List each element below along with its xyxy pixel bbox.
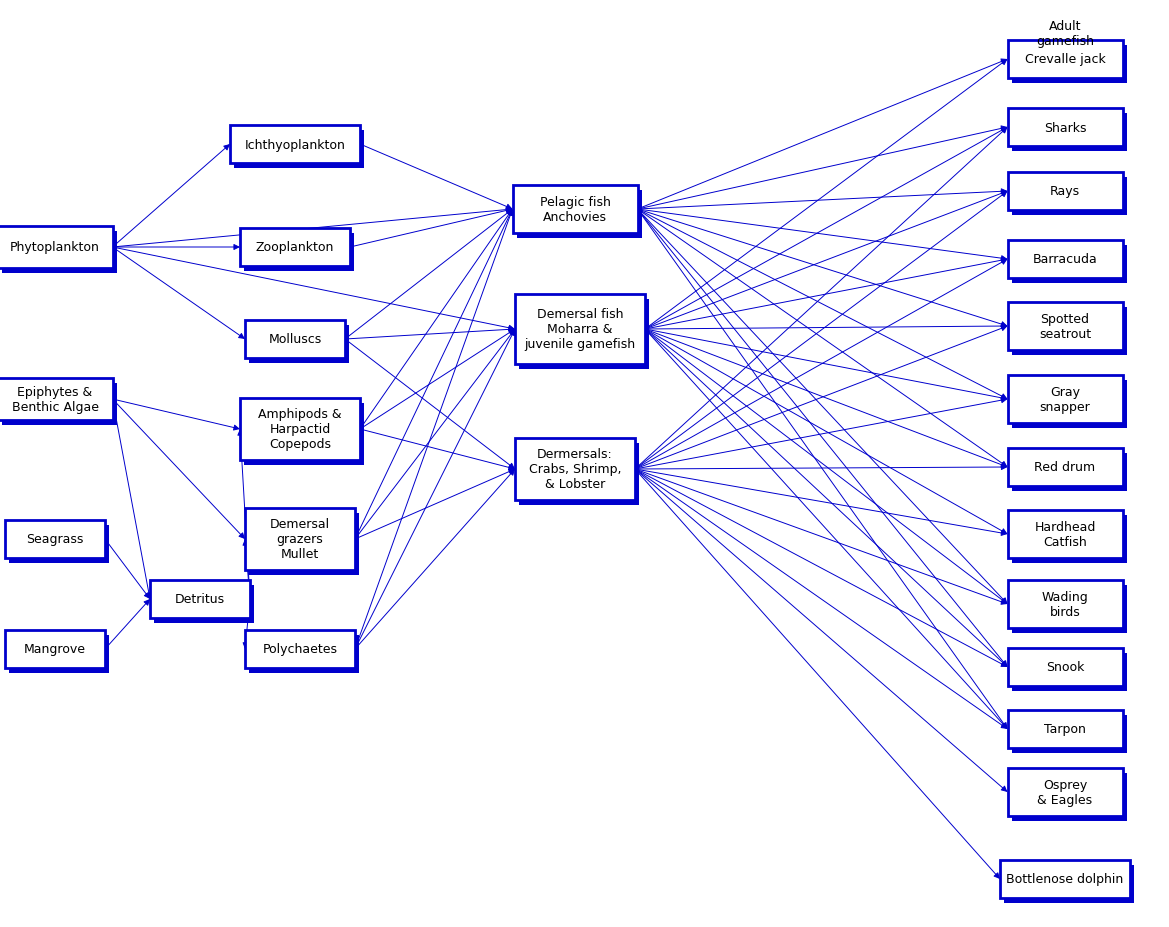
Bar bbox=[512, 185, 637, 234]
Text: Molluscs: Molluscs bbox=[269, 333, 321, 346]
Text: Zooplankton: Zooplankton bbox=[256, 241, 334, 254]
Text: Dermersals:
Crabs, Shrimp,
& Lobster: Dermersals: Crabs, Shrimp, & Lobster bbox=[528, 448, 621, 491]
Bar bbox=[516, 438, 635, 501]
Text: Red drum: Red drum bbox=[1035, 461, 1095, 474]
Bar bbox=[249, 514, 359, 576]
Bar bbox=[0, 378, 112, 421]
Text: Epiphytes &
Benthic Algae: Epiphytes & Benthic Algae bbox=[12, 386, 98, 413]
Text: Sharks: Sharks bbox=[1044, 121, 1086, 134]
Bar bbox=[154, 585, 254, 623]
Bar bbox=[1011, 246, 1127, 284]
Text: Seagrass: Seagrass bbox=[27, 533, 84, 546]
Bar bbox=[1011, 515, 1127, 564]
Bar bbox=[1008, 648, 1122, 686]
Text: Detritus: Detritus bbox=[175, 593, 226, 606]
Bar bbox=[244, 234, 354, 272]
Bar bbox=[1011, 308, 1127, 356]
Bar bbox=[9, 526, 109, 564]
Text: Tarpon: Tarpon bbox=[1044, 723, 1086, 736]
Bar bbox=[1011, 773, 1127, 821]
Bar bbox=[230, 126, 360, 164]
Bar bbox=[9, 635, 109, 673]
Bar bbox=[5, 630, 105, 668]
Bar bbox=[1008, 768, 1122, 816]
Text: Snook: Snook bbox=[1046, 661, 1084, 674]
Bar bbox=[245, 508, 355, 570]
Bar bbox=[150, 580, 250, 618]
Bar bbox=[1011, 716, 1127, 753]
Bar bbox=[517, 191, 642, 239]
Text: Gray
snapper: Gray snapper bbox=[1039, 386, 1091, 413]
Bar bbox=[1, 384, 117, 425]
Bar bbox=[1011, 585, 1127, 633]
Bar bbox=[0, 227, 112, 269]
Text: Pelagic fish
Anchovies: Pelagic fish Anchovies bbox=[540, 196, 610, 223]
Bar bbox=[1004, 865, 1134, 903]
Bar bbox=[1008, 241, 1122, 279]
Bar bbox=[1008, 41, 1122, 79]
Bar bbox=[1011, 114, 1127, 152]
Bar bbox=[1011, 654, 1127, 692]
Text: Rays: Rays bbox=[1050, 185, 1080, 198]
Bar bbox=[1, 232, 117, 273]
Bar bbox=[240, 229, 350, 267]
Bar bbox=[1008, 172, 1122, 210]
Text: Phytoplankton: Phytoplankton bbox=[11, 241, 99, 254]
Bar bbox=[1008, 710, 1122, 748]
Text: Wading
birds: Wading birds bbox=[1042, 590, 1088, 618]
Text: Spotted
seatrout: Spotted seatrout bbox=[1039, 312, 1091, 340]
Bar bbox=[519, 443, 639, 505]
Text: Adult
gamefish: Adult gamefish bbox=[1036, 20, 1094, 48]
Bar bbox=[1011, 178, 1127, 216]
Bar bbox=[249, 635, 359, 673]
Bar bbox=[1008, 108, 1122, 146]
Text: Crevalle jack: Crevalle jack bbox=[1024, 54, 1106, 67]
Bar bbox=[244, 403, 364, 465]
Text: Hardhead
Catfish: Hardhead Catfish bbox=[1035, 520, 1095, 549]
Bar bbox=[245, 321, 345, 359]
Text: Mangrove: Mangrove bbox=[25, 642, 87, 655]
Bar bbox=[245, 630, 355, 668]
Bar bbox=[1008, 511, 1122, 558]
Bar bbox=[1008, 303, 1122, 350]
Bar bbox=[240, 399, 360, 461]
Bar bbox=[1011, 46, 1127, 84]
Text: Bottlenose dolphin: Bottlenose dolphin bbox=[1007, 872, 1123, 885]
Bar bbox=[519, 299, 649, 370]
Text: Demersal
grazers
Mullet: Demersal grazers Mullet bbox=[270, 518, 330, 561]
Bar bbox=[516, 295, 645, 364]
Bar bbox=[999, 860, 1130, 898]
Text: Barracuda: Barracuda bbox=[1032, 253, 1098, 266]
Bar bbox=[234, 131, 364, 169]
Text: Osprey
& Eagles: Osprey & Eagles bbox=[1037, 778, 1093, 806]
Bar bbox=[1008, 580, 1122, 629]
Text: Amphipods &
Harpactid
Copepods: Amphipods & Harpactid Copepods bbox=[258, 408, 341, 451]
Bar bbox=[1011, 381, 1127, 428]
Bar bbox=[1008, 449, 1122, 487]
Bar bbox=[249, 325, 350, 363]
Bar bbox=[1008, 375, 1122, 424]
Text: Polychaetes: Polychaetes bbox=[263, 642, 338, 655]
Text: Demersal fish
Moharra &
juvenile gamefish: Demersal fish Moharra & juvenile gamefis… bbox=[525, 308, 636, 351]
Bar bbox=[5, 520, 105, 558]
Text: Ichthyoplankton: Ichthyoplankton bbox=[244, 138, 345, 151]
Bar bbox=[1011, 453, 1127, 491]
